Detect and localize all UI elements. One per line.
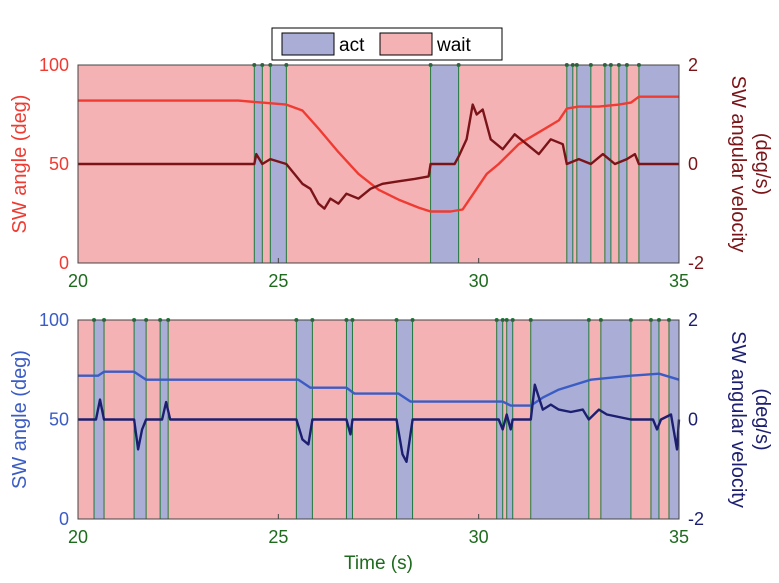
legend-wait-label: wait — [436, 35, 472, 56]
bottom-x-axis-label: Time (s) — [344, 553, 413, 574]
bottom-plot-frame — [77, 319, 680, 520]
bottom-angle-line — [78, 370, 680, 407]
top-wait-band — [286, 65, 431, 263]
top-wait-band — [572, 65, 577, 263]
bottom-y-right-tick-label: -2 — [688, 509, 704, 529]
bottom-y-right-tick-label: 0 — [688, 410, 698, 430]
top-act-band — [604, 65, 611, 263]
top-y-right-tick-label: 2 — [688, 55, 698, 75]
bottom-act-band — [94, 320, 105, 519]
top-panel: 20 25 30 35 0 50 100 -2 0 2 SW angle (deg) SW angul… — [9, 55, 773, 291]
top-y-right-axis-unit: (deg/s) — [751, 133, 773, 195]
bottom-y-left-tick-label: 100 — [39, 310, 69, 330]
top-angle-line — [78, 95, 679, 213]
top-x-tick-label: 25 — [268, 271, 288, 291]
top-wait-band — [626, 65, 639, 263]
top-wait-band — [262, 65, 271, 263]
bottom-y-left-axis-label: SW angle (deg) — [9, 350, 31, 489]
bottom-panel: 20 25 30 35 0 50 100 -2 0 2 SW angle (deg) SW angul… — [9, 310, 773, 574]
top-y-left-tick-label: 0 — [59, 253, 69, 273]
bottom-y-right-axis-label: SW angular velocity — [727, 331, 749, 508]
top-y-left-tick-label: 100 — [39, 55, 69, 75]
bottom-y-left-tick-label: 50 — [49, 410, 69, 430]
bottom-velocity-line — [78, 383, 681, 463]
top-act-band — [270, 65, 287, 263]
top-x-tick-label: 30 — [469, 271, 489, 291]
bottom-y-right-tick-label: 2 — [688, 310, 698, 330]
bottom-act-band — [346, 320, 353, 519]
bottom-x-tick-label: 30 — [469, 527, 489, 547]
bottom-wait-band — [588, 320, 601, 519]
top-x-tick-label: 35 — [669, 271, 689, 291]
bottom-act-band — [668, 320, 679, 519]
top-act-band — [576, 65, 591, 263]
legend-act-swatch — [281, 32, 335, 56]
bottom-y-left-tick-label: 0 — [59, 509, 69, 529]
legend-wait-swatch — [379, 32, 433, 56]
top-y-right-axis-label: SW angular velocity — [727, 76, 749, 253]
top-plot-frame — [77, 64, 680, 264]
top-y-right-tick-label: 0 — [688, 154, 698, 174]
top-y-left-tick-label: 50 — [49, 154, 69, 174]
bottom-wait-band — [658, 320, 669, 519]
bottom-act-band — [160, 320, 169, 519]
bottom-act-band — [296, 320, 313, 519]
top-act-band — [618, 65, 627, 263]
top-velocity-line — [78, 103, 679, 210]
legend: act wait — [271, 27, 503, 61]
legend-act-label: act — [339, 35, 365, 56]
top-act-band — [254, 65, 263, 263]
bottom-act-band — [650, 320, 659, 519]
bottom-act-band — [506, 320, 513, 519]
bottom-y-right-axis-unit: (deg/s) — [751, 388, 773, 450]
top-y-left-axis-label: SW angle (deg) — [9, 95, 31, 234]
bottom-x-tick-label: 20 — [68, 527, 88, 547]
top-x-tick-label: 20 — [68, 271, 88, 291]
bottom-x-tick-label: 25 — [268, 527, 288, 547]
bottom-act-band — [396, 320, 413, 519]
bottom-act-band — [134, 320, 147, 519]
bottom-x-tick-label: 35 — [669, 527, 689, 547]
bottom-act-band — [530, 320, 589, 519]
top-wait-band — [458, 65, 567, 263]
top-wait-band — [590, 65, 605, 263]
top-y-right-tick-label: -2 — [688, 253, 704, 273]
